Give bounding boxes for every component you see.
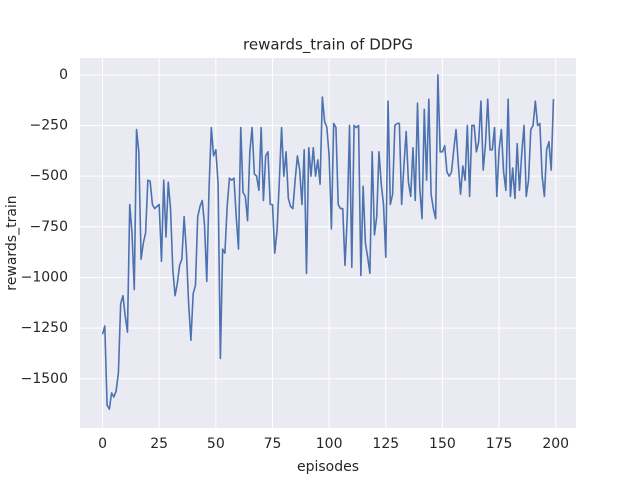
x-tick-label: 75 bbox=[264, 436, 282, 452]
y-tick-label: −1250 bbox=[21, 320, 68, 336]
plot-area bbox=[80, 58, 576, 428]
x-tick-label: 200 bbox=[542, 436, 569, 452]
y-tick-label: −500 bbox=[30, 168, 68, 184]
y-tick-label: −1000 bbox=[21, 269, 68, 285]
x-tick-label: 175 bbox=[486, 436, 513, 452]
x-tick-label: 0 bbox=[98, 436, 107, 452]
y-tick-label: 0 bbox=[59, 67, 68, 83]
x-tick-label: 150 bbox=[429, 436, 456, 452]
x-axis-label: episodes bbox=[297, 459, 359, 475]
x-tick-label: 100 bbox=[316, 436, 343, 452]
chart-title: rewards_train of DDPG bbox=[243, 36, 413, 55]
x-tick-label: 50 bbox=[207, 436, 225, 452]
y-tick-label: −1500 bbox=[21, 371, 68, 387]
x-tick-label: 25 bbox=[150, 436, 168, 452]
data-line bbox=[101, 74, 555, 410]
y-axis-label: rewards_train bbox=[4, 195, 20, 290]
y-tick-label: −750 bbox=[30, 219, 68, 235]
y-tick-label: −250 bbox=[30, 117, 68, 133]
x-tick-label: 125 bbox=[372, 436, 399, 452]
